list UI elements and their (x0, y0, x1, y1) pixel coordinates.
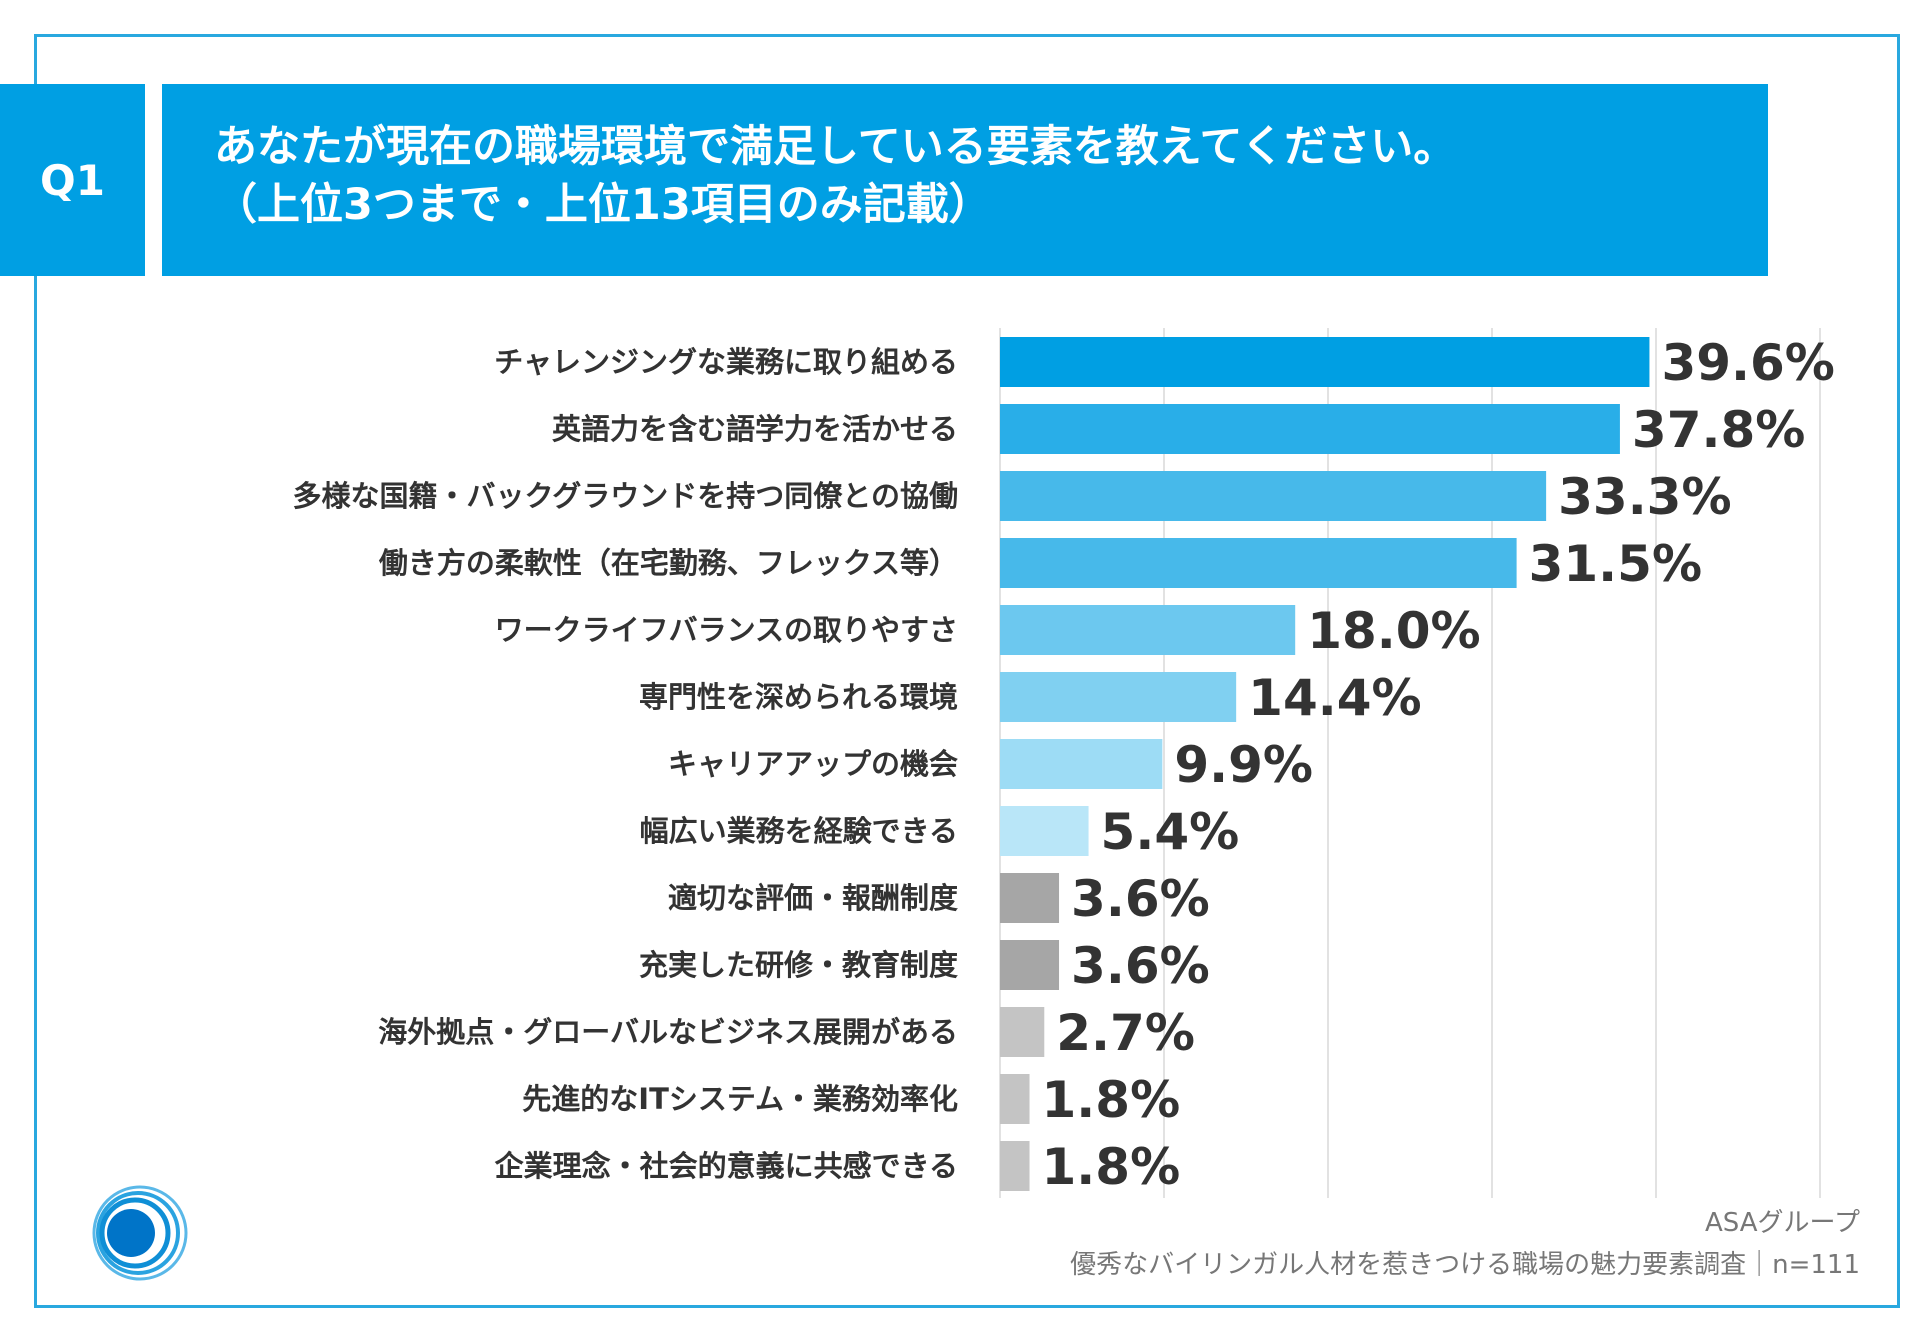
bars (1000, 337, 1650, 1191)
value-label-13: 1.8% (1042, 1138, 1181, 1196)
bar-1 (1000, 337, 1650, 387)
category-label-9: 適切な評価・報酬制度 (668, 881, 958, 915)
value-label-9: 3.6% (1071, 870, 1210, 928)
value-label-1: 39.6% (1661, 334, 1834, 392)
company-logo-icon (92, 1185, 188, 1281)
source-survey: 優秀なバイリンガル人材を惹きつける職場の魅力要素調査｜n=111 (1070, 1250, 1860, 1280)
value-labels: 39.6% 37.8% 33.3% 31.5% 18.0% 14.4% 9.9% 5.4% 3.… (1042, 334, 1835, 1196)
value-label-3: 33.3% (1558, 468, 1731, 526)
bar-7 (1000, 739, 1163, 789)
category-label-13: 企業理念・社会的意義に共感できる (495, 1149, 958, 1183)
category-label-6: 専門性を深められる環境 (639, 680, 958, 714)
bar-3 (1000, 471, 1547, 521)
category-label-12: 先進的なITシステム・業務効率化 (522, 1082, 958, 1116)
bar-13 (1000, 1141, 1030, 1191)
title-line-1: あなたが現在の職場環境で満足している要素を教えてください。 (214, 122, 1457, 172)
value-label-10: 3.6% (1071, 937, 1210, 995)
bar-2 (1000, 404, 1620, 454)
category-label-4: 働き方の柔軟性（在宅勤務、フレックス等） (378, 546, 958, 580)
question-id-badge: Q1 (0, 84, 145, 276)
value-label-4: 31.5% (1529, 535, 1702, 593)
category-label-3: 多様な国籍・バックグラウンドを持つ同僚との協働 (292, 479, 958, 513)
bar-10 (1000, 940, 1060, 990)
bar-5 (1000, 605, 1296, 655)
question-title: あなたが現在の職場環境で満足している要素を教えてください。 （上位3つまで・上位… (162, 84, 1768, 276)
category-label-1: チャレンジングな業務に取り組める (494, 345, 958, 379)
bar-12 (1000, 1074, 1030, 1124)
category-label-8: 幅広い業務を経験できる (640, 814, 958, 848)
value-label-7: 9.9% (1174, 736, 1313, 794)
bar-4 (1000, 538, 1517, 588)
category-label-7: キャリアアップの機会 (668, 747, 958, 781)
bar-9 (1000, 873, 1060, 923)
value-label-8: 5.4% (1101, 803, 1240, 861)
bar-6 (1000, 672, 1237, 722)
source-note: ASAグループ 優秀なバイリンガル人材を惹きつける職場の魅力要素調査｜n=111 (1070, 1202, 1860, 1286)
value-label-2: 37.8% (1632, 401, 1805, 459)
value-label-12: 1.8% (1042, 1071, 1181, 1129)
value-label-5: 18.0% (1307, 602, 1480, 660)
value-label-6: 14.4% (1248, 669, 1421, 727)
bar-11 (1000, 1007, 1045, 1057)
source-org: ASAグループ (1705, 1208, 1860, 1238)
title-line-2: （上位3つまで・上位13項目のみ記載） (214, 180, 992, 230)
category-labels: チャレンジングな業務に取り組める英語力を含む語学力を活かせる多様な国籍・バックグ… (292, 345, 958, 1183)
category-label-2: 英語力を含む語学力を活かせる (552, 412, 958, 446)
category-label-11: 海外拠点・グローバルなビジネス展開がある (378, 1015, 958, 1049)
category-label-10: 充実した研修・教育制度 (639, 948, 958, 982)
category-label-5: ワークライフバランスの取りやすさ (495, 613, 958, 647)
bar-8 (1000, 806, 1089, 856)
chart-frame (34, 34, 1900, 1308)
value-label-11: 2.7% (1056, 1004, 1195, 1062)
